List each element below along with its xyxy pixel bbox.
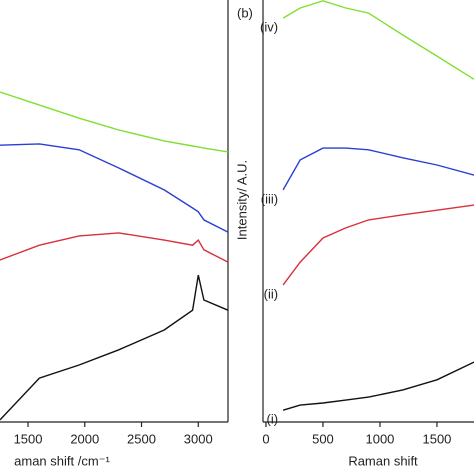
- series-label: (i): [267, 412, 279, 427]
- x-tick-label: 3000: [184, 431, 213, 446]
- spectrum-line: [0, 143, 229, 233]
- x-tick-label: 2500: [127, 431, 156, 446]
- spectrum-line: [282, 0, 474, 80]
- spectrum-line: [0, 91, 229, 153]
- spectrum-line: [282, 361, 474, 411]
- y-axis-label: Intensity/ A.U.: [234, 160, 249, 240]
- x-tick-label: 1500: [14, 431, 43, 446]
- series-label: (ii): [264, 286, 278, 301]
- x-tick-label: 1500: [422, 431, 451, 446]
- spectrum-line: [0, 274, 229, 421]
- x-tick-label: 500: [312, 431, 334, 446]
- panel-label: (b): [237, 5, 253, 20]
- x-axis-label: aman shift /cm⁻¹: [14, 453, 110, 468]
- x-tick-label: 1000: [365, 431, 394, 446]
- spectrum-line: [282, 204, 474, 286]
- series-label: (iii): [261, 191, 278, 206]
- x-axis-label: Raman shift: [348, 453, 418, 468]
- series-label: (iv): [260, 20, 278, 35]
- x-tick-label: 2000: [70, 431, 99, 446]
- spectrum-line: [282, 147, 474, 191]
- x-tick-label: 0: [262, 431, 269, 446]
- spectrum-line: [0, 232, 229, 263]
